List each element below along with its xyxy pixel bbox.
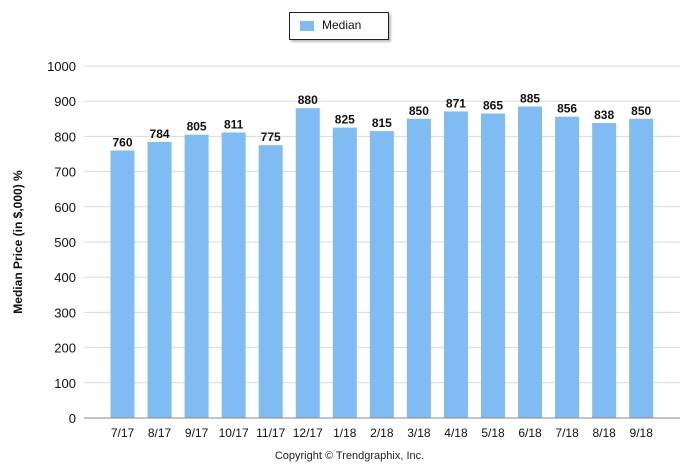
y-axis-label: Median Price (in $,000) %	[11, 170, 25, 314]
x-tick-label: 7/17	[111, 426, 135, 440]
x-axis-ticks: 7/17 8/17 9/17 10/17 11/17 12/17 1/18 2/18 3/18 4…	[111, 426, 653, 440]
y-tick-label: 200	[54, 341, 76, 356]
x-tick-label: 9/18	[630, 426, 654, 440]
data-label: 871	[446, 96, 466, 110]
bar	[258, 145, 283, 418]
data-label: 865	[483, 99, 503, 113]
bar	[592, 123, 617, 419]
bar	[110, 150, 135, 419]
y-tick-label: 300	[54, 305, 76, 320]
bar	[518, 106, 543, 418]
bar	[369, 131, 394, 418]
x-tick-label: 10/17	[219, 426, 249, 440]
y-tick-label: 400	[54, 270, 76, 285]
x-tick-label: 8/18	[592, 426, 616, 440]
y-tick-label: 900	[54, 94, 76, 109]
y-tick-label: 1000	[47, 59, 76, 74]
y-tick-label: 800	[54, 129, 76, 144]
bar	[295, 108, 320, 419]
x-tick-label: 2/18	[370, 426, 394, 440]
legend: Median	[289, 12, 389, 40]
data-label: 811	[224, 118, 244, 132]
bar	[184, 134, 209, 418]
bar	[406, 118, 431, 419]
x-tick-label: 1/18	[333, 426, 357, 440]
bars	[110, 106, 654, 419]
bar	[629, 118, 654, 419]
bar	[555, 116, 580, 419]
copyright-text: Copyright © Trendgraphix, Inc.	[274, 450, 425, 462]
y-tick-label: 700	[54, 165, 76, 180]
x-tick-label: 4/18	[444, 426, 468, 440]
data-labels: 760 784 805 811 775 880 825 815 850 871 865 885 856 8…	[112, 91, 651, 149]
data-label: 838	[594, 108, 614, 122]
x-tick-label: 6/18	[518, 426, 542, 440]
bar	[332, 127, 357, 418]
legend-label-median: Median	[322, 18, 362, 32]
bar	[221, 132, 246, 418]
data-label: 850	[409, 104, 429, 118]
x-tick-label: 7/18	[555, 426, 579, 440]
data-label: 856	[557, 102, 577, 116]
data-label: 880	[298, 93, 318, 107]
x-tick-label: 5/18	[481, 426, 505, 440]
data-label: 784	[150, 127, 170, 141]
y-tick-label: 500	[54, 235, 76, 250]
bar	[147, 142, 172, 419]
y-axis-ticks: 0 100 200 300 400 500 600 700 800 900 1000	[47, 59, 76, 426]
x-tick-label: 9/17	[185, 426, 209, 440]
x-tick-label: 12/17	[293, 426, 323, 440]
x-tick-label: 3/18	[407, 426, 431, 440]
data-label: 815	[372, 116, 392, 130]
data-label: 805	[187, 120, 207, 134]
x-tick-label: 8/17	[148, 426, 172, 440]
data-label: 775	[261, 130, 281, 144]
bar	[443, 111, 468, 419]
data-label: 850	[631, 104, 651, 118]
data-label: 885	[520, 91, 540, 105]
data-label: 760	[112, 135, 132, 149]
y-tick-label: 100	[54, 376, 76, 391]
y-tick-label: 0	[69, 411, 76, 426]
legend-swatch-median	[300, 21, 314, 31]
data-label: 825	[335, 113, 355, 127]
x-tick-label: 11/17	[256, 426, 285, 440]
bar	[481, 113, 505, 419]
y-tick-label: 600	[54, 200, 76, 215]
